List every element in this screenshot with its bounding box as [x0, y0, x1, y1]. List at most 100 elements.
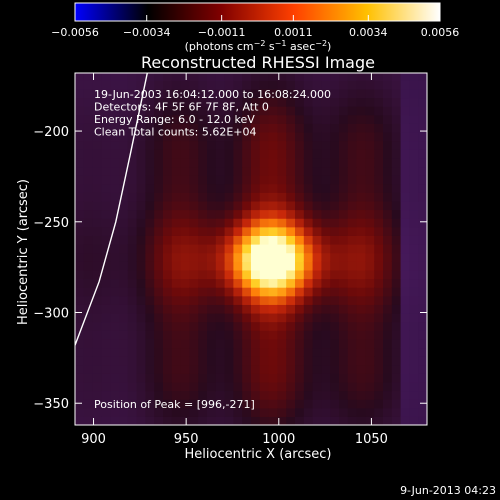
heatmap-cell — [268, 312, 278, 323]
heatmap-cell — [163, 287, 173, 297]
heatmap-cell — [242, 166, 252, 176]
heatmap-cell — [224, 97, 234, 107]
heatmap-cell — [233, 356, 243, 366]
heatmap-cell — [295, 373, 305, 383]
heatmap-cell — [374, 209, 384, 219]
heatmap-cell — [154, 175, 164, 185]
heatmap-cell — [295, 287, 305, 297]
heatmap-cell — [242, 356, 252, 366]
heatmap-cell — [154, 373, 164, 383]
heatmap-cell — [154, 416, 164, 425]
heatmap-cell — [110, 304, 120, 314]
heatmap-cell — [268, 407, 278, 417]
heatmap-cell — [242, 330, 252, 340]
heatmap-cell — [233, 390, 243, 400]
heatmap-cell — [321, 356, 331, 366]
heatmap-cell — [400, 175, 410, 185]
heatmap-cell — [321, 347, 331, 357]
heatmap-cell — [356, 295, 366, 305]
heatmap-cell — [268, 261, 278, 271]
heatmap-cell — [154, 330, 164, 340]
heatmap-cell — [312, 226, 322, 236]
heatmap-cell — [101, 166, 111, 176]
heatmap-cell — [92, 73, 102, 81]
heatmap-cell — [127, 304, 138, 314]
heatmap-cell — [286, 330, 296, 340]
heatmap-cell — [180, 157, 190, 168]
heatmap-cell — [303, 106, 314, 116]
heatmap-cell — [400, 287, 410, 297]
heatmap-cell — [207, 149, 217, 159]
heatmap-cell — [242, 114, 252, 124]
heatmap-cell — [303, 295, 314, 305]
heatmap-cell — [163, 330, 173, 340]
heatmap-cell — [383, 80, 393, 90]
heatmap-cell — [75, 106, 85, 116]
heatmap-cell — [75, 390, 85, 400]
heatmap-cell — [303, 304, 314, 314]
heatmap-cell — [365, 88, 375, 99]
heatmap-cell — [418, 80, 427, 90]
heatmap-cell — [339, 338, 349, 349]
heatmap-cell — [180, 106, 190, 116]
heatmap-cell — [127, 321, 138, 331]
heatmap-cell — [400, 183, 410, 193]
heatmap-cell — [330, 407, 340, 417]
heatmap-cell — [242, 399, 252, 409]
heatmap-cell — [127, 261, 138, 271]
heatmap-cell — [400, 131, 410, 142]
heatmap-cell — [189, 287, 199, 297]
heatmap-cell — [286, 88, 296, 99]
heatmap-cell — [171, 200, 182, 211]
heatmap-cell — [83, 287, 94, 297]
heatmap-cell — [330, 364, 340, 374]
heatmap-cell — [224, 244, 234, 254]
heatmap-cell — [224, 304, 234, 314]
heatmap-cell — [286, 73, 296, 81]
heatmap-cell — [356, 88, 366, 99]
heatmap-cell — [119, 123, 129, 133]
heatmap-cell — [198, 226, 208, 236]
heatmap-cell — [127, 381, 138, 392]
heatmap-cell — [303, 80, 314, 90]
heatmap-cell — [418, 312, 427, 323]
heatmap-cell — [356, 244, 366, 254]
heatmap-cell — [145, 149, 155, 159]
heatmap-cell — [110, 106, 120, 116]
heatmap-cell — [198, 287, 208, 297]
heatmap-cell — [215, 244, 226, 254]
heatmap-cell — [409, 166, 419, 176]
heatmap-cell — [339, 218, 349, 228]
heatmap-cell — [383, 269, 393, 280]
heatmap-cell — [251, 88, 261, 99]
heatmap-cell — [163, 304, 173, 314]
heatmap-cell — [303, 287, 314, 297]
heatmap-cell — [207, 399, 217, 409]
heatmap-cell — [119, 261, 129, 271]
heatmap-cell — [119, 304, 129, 314]
heatmap-cell — [75, 97, 85, 107]
heatmap-cell — [215, 356, 226, 366]
heatmap-cell — [418, 269, 427, 280]
heatmap-cell — [136, 175, 146, 185]
heatmap-cell — [163, 416, 173, 425]
heatmap-cell — [198, 80, 208, 90]
heatmap-cell — [295, 192, 305, 202]
heatmap-cell — [75, 123, 85, 133]
heatmap-cell — [347, 304, 358, 314]
heatmap-cell — [83, 97, 94, 107]
heatmap-cell — [110, 123, 120, 133]
heatmap-cell — [251, 269, 261, 280]
heatmap-cell — [400, 381, 410, 392]
heatmap-cell — [127, 278, 138, 288]
heatmap-cell — [347, 123, 358, 133]
heatmap-cell — [295, 381, 305, 392]
heatmap-cell — [198, 97, 208, 107]
heatmap-cell — [347, 97, 358, 107]
heatmap-cell — [321, 106, 331, 116]
heatmap-cell — [101, 278, 111, 288]
heatmap-cell — [365, 226, 375, 236]
heatmap-cell — [242, 123, 252, 133]
heatmap-cell — [207, 261, 217, 271]
heatmap-cell — [101, 244, 111, 254]
